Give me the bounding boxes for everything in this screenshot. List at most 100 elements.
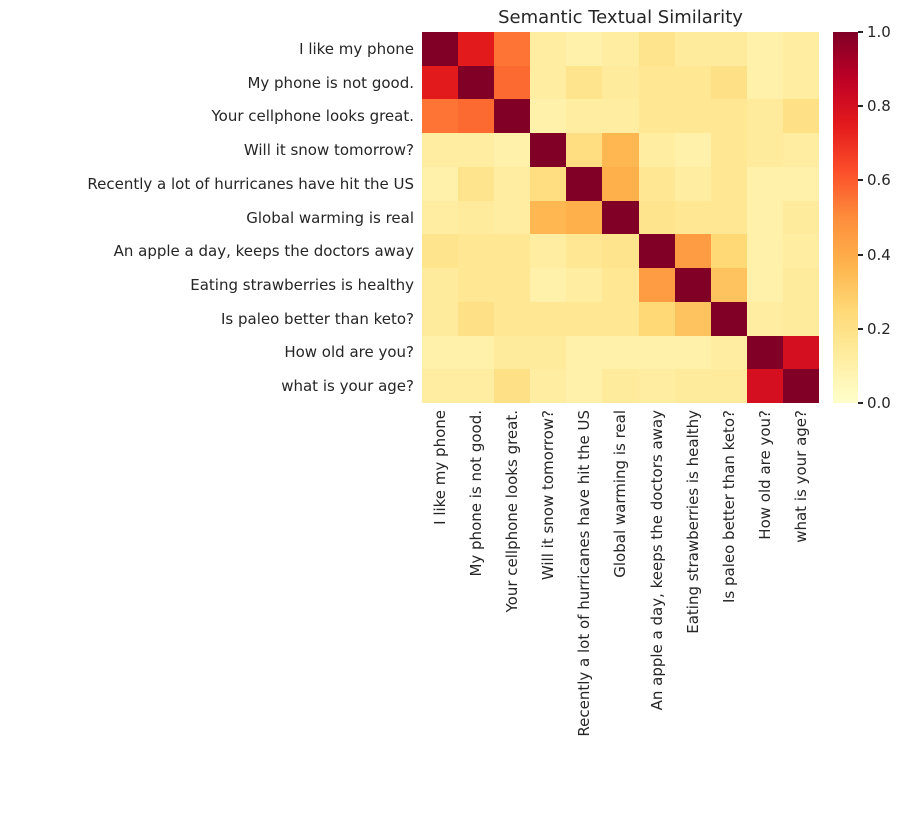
heatmap-cell [782, 133, 819, 167]
x-tick-cell: How old are you? [747, 410, 783, 824]
heatmap-cell [674, 99, 711, 134]
colorbar-tick-mark [858, 253, 863, 256]
heatmap-cell [674, 200, 711, 235]
heatmap-cell [494, 32, 531, 66]
colorbar-tick-mark [858, 327, 863, 330]
y-axis-labels: I like my phone My phone is not good. Your… [0, 32, 414, 403]
heatmap-cell [710, 335, 747, 370]
heatmap-cell [746, 234, 783, 269]
heatmap-cell [458, 166, 495, 201]
heatmap-cell [746, 133, 783, 167]
heatmap-cell [746, 99, 783, 134]
colorbar-tick-label: 0.8 [867, 97, 891, 116]
x-tick-cell: Will it snow tomorrow? [530, 410, 566, 824]
heatmap-cell [566, 133, 603, 167]
heatmap-cell [710, 268, 747, 302]
y-tick-label: Global warming is real [246, 208, 414, 227]
colorbar-tick-label: 0.0 [867, 394, 891, 412]
heatmap-cell [638, 369, 675, 403]
heatmap-cell [674, 301, 711, 336]
heatmap-cell [638, 301, 675, 336]
heatmap-cell [566, 99, 603, 134]
heatmap-cell [494, 99, 531, 134]
heatmap-cell [530, 234, 567, 269]
colorbar-tick-mark [858, 31, 863, 33]
y-tick-label: Will it snow tomorrow? [243, 141, 414, 160]
chart-title: Semantic Textual Similarity [498, 7, 743, 28]
x-tick-cell: Recently a lot of hurricanes have hit th… [566, 410, 602, 824]
x-tick-label: My phone is not good. [467, 410, 486, 577]
colorbar: 0.0 0.2 0.4 0.6 0.8 1.0 [833, 23, 891, 412]
heatmap-cell [602, 301, 639, 336]
heatmap-cell [422, 301, 459, 336]
heatmap-cell [494, 133, 531, 167]
heatmap-cell [422, 369, 459, 403]
heatmap-cell [602, 32, 639, 66]
heatmap-cell [458, 301, 495, 336]
heatmap-cell [710, 166, 747, 201]
heatmap-cell [530, 166, 567, 201]
y-tick-label: An apple a day, keeps the doctors away [113, 242, 414, 261]
heatmap-cell [458, 234, 495, 269]
heatmap-cell [422, 65, 459, 100]
x-tick-cell: Your cellphone looks great. [494, 410, 530, 824]
heatmap-cell [674, 32, 711, 66]
heatmap-cell [638, 268, 675, 302]
heatmap-cell [494, 301, 531, 336]
heatmap-cell [746, 369, 783, 403]
heatmap-cell [782, 234, 819, 269]
colorbar-tick-mark [858, 179, 863, 182]
heatmap-cell [602, 234, 639, 269]
heatmap-cell [782, 166, 819, 201]
heatmap-cell [494, 65, 531, 100]
heatmap-cell [458, 32, 495, 66]
heatmap-cell [422, 166, 459, 201]
heatmap-cell [782, 200, 819, 235]
heatmap-cell [674, 234, 711, 269]
x-tick-label: Will it snow tomorrow? [539, 410, 558, 581]
heatmap-cell [746, 335, 783, 370]
heatmap-cell [566, 268, 603, 302]
x-tick-cell: what is your age? [783, 410, 819, 824]
x-tick-cell: Is paleo better than keto? [711, 410, 747, 824]
heatmap-cell [782, 301, 819, 336]
x-tick-label: How old are you? [755, 410, 774, 540]
x-tick-label: Global warming is real [611, 410, 630, 578]
heatmap-cell [458, 369, 495, 403]
x-tick-label: what is your age? [791, 410, 810, 543]
heatmap-cell [674, 369, 711, 403]
heatmap-cell [530, 369, 567, 403]
heatmap-cell [674, 65, 711, 100]
heatmap-cell [494, 335, 531, 370]
heatmap-cell [458, 200, 495, 235]
heatmap-cell [674, 335, 711, 370]
heatmap-cell [530, 133, 567, 167]
y-tick-label: Your cellphone looks great. [211, 107, 414, 126]
heatmap-cell [710, 32, 747, 66]
heatmap-cell [674, 133, 711, 167]
colorbar-tick-label: 1.0 [867, 23, 891, 41]
heatmap-cell [746, 166, 783, 201]
heatmap-cell [638, 234, 675, 269]
y-tick-label: I like my phone [299, 39, 414, 58]
heatmap-cell [638, 99, 675, 134]
heatmap-cell [530, 200, 567, 235]
heatmap-cell [602, 369, 639, 403]
x-tick-label: Eating strawberries is healthy [683, 410, 702, 634]
heatmap-cell [602, 99, 639, 134]
x-tick-cell: My phone is not good. [458, 410, 494, 824]
colorbar-tick-label: 0.4 [867, 245, 891, 264]
colorbar-tick-label: 0.2 [867, 319, 891, 338]
heatmap-cell [710, 234, 747, 269]
heatmap-cell [710, 200, 747, 235]
heatmap-cell [566, 234, 603, 269]
y-tick-label: what is your age? [281, 377, 414, 396]
heatmap-cell [638, 166, 675, 201]
heatmap-cell [566, 301, 603, 336]
heatmap-cell [530, 268, 567, 302]
heatmap-cell [638, 133, 675, 167]
heatmap-cell [602, 65, 639, 100]
heatmap-cell [782, 335, 819, 370]
heatmap-cell [602, 133, 639, 167]
